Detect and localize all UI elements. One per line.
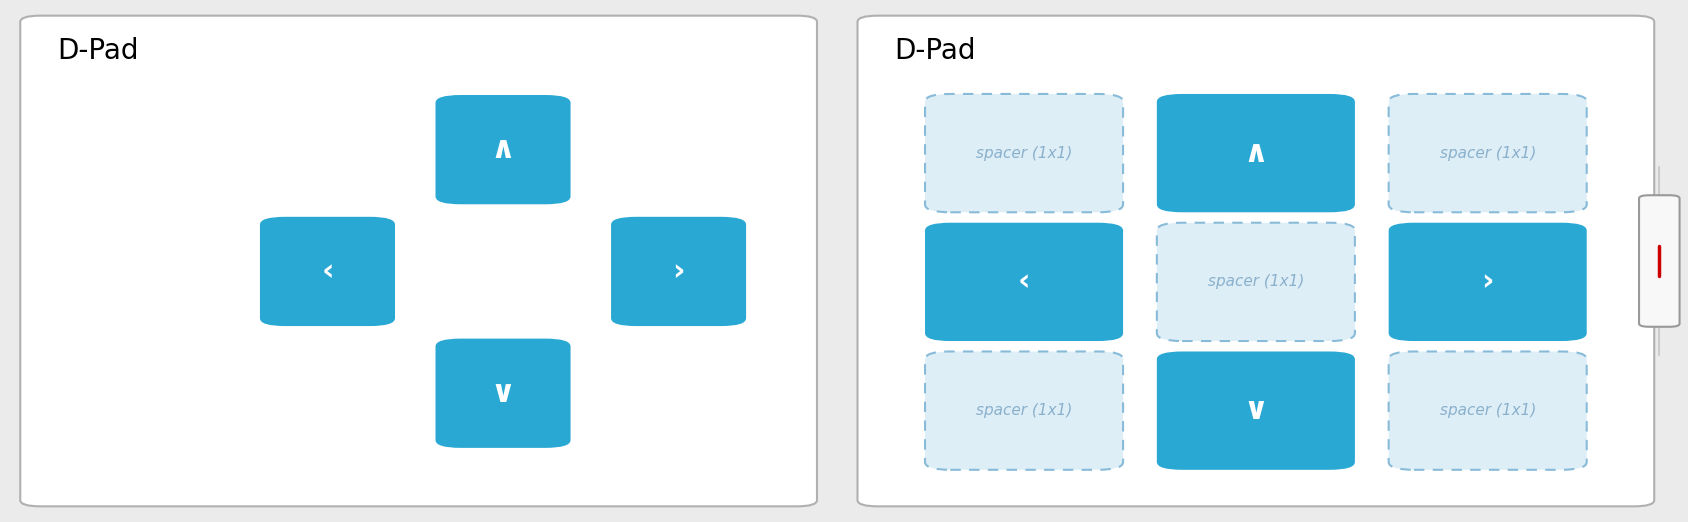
FancyBboxPatch shape — [1639, 195, 1680, 327]
Text: ›: › — [1482, 267, 1494, 296]
Text: ∧: ∧ — [491, 135, 515, 164]
Text: spacer (1x1): spacer (1x1) — [1440, 146, 1536, 161]
Text: ‹: ‹ — [321, 257, 334, 286]
Text: D-Pad: D-Pad — [57, 37, 138, 65]
Text: spacer (1x1): spacer (1x1) — [976, 146, 1072, 161]
Text: spacer (1x1): spacer (1x1) — [976, 403, 1072, 418]
FancyBboxPatch shape — [1389, 223, 1587, 341]
FancyBboxPatch shape — [611, 217, 746, 326]
Text: spacer (1x1): spacer (1x1) — [1207, 275, 1305, 289]
FancyBboxPatch shape — [1389, 351, 1587, 470]
FancyBboxPatch shape — [925, 94, 1123, 212]
Text: ∨: ∨ — [1244, 396, 1268, 425]
Text: ‹: ‹ — [1018, 267, 1030, 296]
FancyBboxPatch shape — [20, 16, 817, 506]
Text: ∧: ∧ — [1244, 139, 1268, 168]
FancyBboxPatch shape — [858, 16, 1654, 506]
FancyBboxPatch shape — [1156, 223, 1355, 341]
Text: D-Pad: D-Pad — [895, 37, 976, 65]
FancyBboxPatch shape — [1389, 94, 1587, 212]
FancyBboxPatch shape — [436, 95, 571, 204]
FancyBboxPatch shape — [925, 223, 1123, 341]
FancyBboxPatch shape — [1156, 94, 1355, 212]
Text: spacer (1x1): spacer (1x1) — [1440, 403, 1536, 418]
Text: ∨: ∨ — [491, 379, 515, 408]
FancyBboxPatch shape — [1156, 351, 1355, 470]
FancyBboxPatch shape — [260, 217, 395, 326]
Text: ›: › — [672, 257, 685, 286]
FancyBboxPatch shape — [925, 351, 1123, 470]
FancyBboxPatch shape — [436, 339, 571, 448]
